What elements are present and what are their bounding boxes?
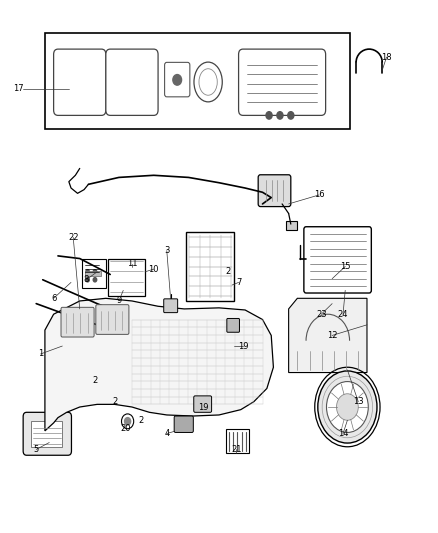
- Circle shape: [288, 112, 294, 119]
- Text: 13: 13: [353, 397, 364, 406]
- Bar: [82, 259, 106, 288]
- Text: 20: 20: [120, 424, 131, 433]
- FancyBboxPatch shape: [286, 221, 297, 230]
- Ellipse shape: [194, 62, 222, 102]
- FancyBboxPatch shape: [304, 227, 371, 293]
- Text: 7: 7: [236, 278, 241, 287]
- Bar: [85, 271, 102, 276]
- Text: 22: 22: [68, 233, 78, 242]
- Text: 6: 6: [51, 294, 57, 303]
- FancyBboxPatch shape: [61, 308, 94, 337]
- Text: 11: 11: [127, 260, 137, 268]
- FancyBboxPatch shape: [164, 299, 178, 313]
- Circle shape: [93, 278, 97, 282]
- Circle shape: [326, 382, 368, 432]
- Circle shape: [121, 414, 134, 429]
- Text: 16: 16: [314, 190, 325, 199]
- Text: 3: 3: [164, 246, 170, 255]
- Circle shape: [173, 75, 182, 85]
- Text: 23: 23: [316, 310, 327, 319]
- Bar: [31, 421, 62, 447]
- FancyBboxPatch shape: [227, 318, 240, 332]
- Text: 4: 4: [164, 429, 170, 438]
- Text: 18: 18: [381, 53, 392, 62]
- Text: 17: 17: [14, 84, 24, 93]
- Bar: [226, 429, 250, 453]
- Circle shape: [318, 371, 377, 443]
- FancyBboxPatch shape: [106, 49, 158, 115]
- FancyBboxPatch shape: [96, 305, 129, 334]
- FancyBboxPatch shape: [165, 62, 190, 97]
- Text: 5: 5: [34, 445, 39, 454]
- FancyBboxPatch shape: [23, 413, 71, 455]
- Text: 19: 19: [198, 402, 209, 411]
- FancyBboxPatch shape: [53, 49, 106, 115]
- Text: 2: 2: [112, 397, 117, 406]
- Bar: [186, 232, 234, 301]
- Polygon shape: [289, 298, 367, 373]
- Text: 14: 14: [338, 429, 348, 438]
- Text: 9: 9: [116, 296, 121, 305]
- Text: 2: 2: [225, 268, 230, 276]
- Circle shape: [124, 418, 131, 425]
- Text: 2: 2: [138, 416, 143, 425]
- FancyBboxPatch shape: [258, 175, 291, 207]
- Circle shape: [93, 270, 97, 274]
- FancyBboxPatch shape: [239, 49, 325, 115]
- Polygon shape: [45, 298, 273, 431]
- Bar: [108, 259, 145, 296]
- Text: 2: 2: [92, 376, 98, 385]
- Circle shape: [266, 112, 272, 119]
- Circle shape: [277, 112, 283, 119]
- Text: 8: 8: [84, 275, 89, 284]
- Text: 19: 19: [238, 342, 248, 351]
- FancyBboxPatch shape: [194, 396, 212, 413]
- Text: 1: 1: [38, 350, 43, 359]
- Text: 10: 10: [148, 265, 159, 273]
- FancyBboxPatch shape: [174, 416, 193, 432]
- Ellipse shape: [199, 69, 217, 95]
- Circle shape: [336, 394, 358, 420]
- Circle shape: [86, 278, 89, 282]
- Text: 21: 21: [231, 445, 242, 454]
- Circle shape: [86, 270, 89, 274]
- FancyBboxPatch shape: [45, 33, 350, 128]
- Text: 15: 15: [340, 262, 350, 271]
- Text: 12: 12: [327, 331, 337, 340]
- Text: 24: 24: [338, 310, 348, 319]
